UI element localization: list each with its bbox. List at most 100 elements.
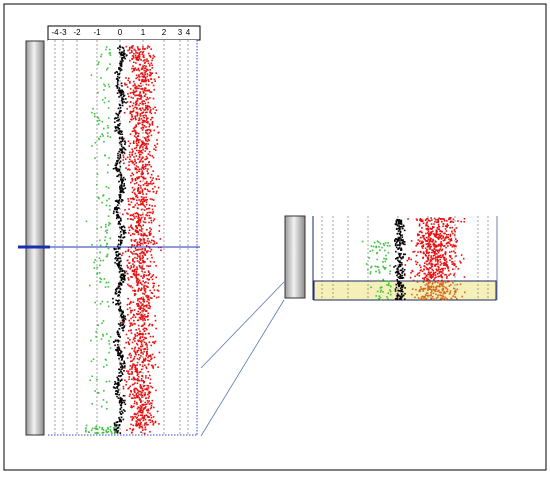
dot [402,224,405,227]
dot [401,225,403,228]
dot [141,123,144,126]
dot [144,261,146,263]
dot [132,260,134,262]
dot [418,264,421,267]
dot [153,242,156,245]
dot [142,338,145,341]
dot [115,349,117,351]
dot [154,420,157,423]
dot [92,358,95,361]
dot [143,121,145,123]
dot [130,96,133,99]
dot [122,176,125,179]
dot [133,261,136,263]
dot [144,401,147,404]
dot [91,111,93,114]
dot [464,291,466,294]
dot [437,263,439,265]
dot [449,220,452,223]
dot [139,336,142,338]
dot [438,234,441,236]
dot [119,354,121,356]
dot [95,183,98,186]
dot [100,278,103,281]
dot [134,230,137,233]
dot [133,156,135,158]
dot [155,296,158,299]
dot [151,124,154,126]
dot [378,271,381,273]
dot [135,196,138,198]
dot [116,257,119,260]
dot [437,294,439,297]
dot [443,220,446,222]
dot [399,243,402,245]
dot [117,255,119,257]
dot [382,261,384,263]
dot [398,247,401,249]
dot [136,260,139,262]
dot [141,374,143,377]
dot [124,84,126,86]
dot [144,89,146,92]
dot [135,420,137,422]
dot [144,80,147,83]
dot [136,212,139,215]
dot [141,78,143,81]
dot [94,115,96,118]
dot [144,59,146,61]
dot [101,428,103,431]
dot [120,397,122,399]
dot [136,424,139,427]
dot [128,395,131,398]
dot [96,173,99,176]
dot [140,407,142,410]
dot [140,307,143,309]
dot [117,263,119,266]
dot [146,58,148,60]
dot [398,254,401,257]
dot [151,239,153,242]
dot [397,218,400,221]
dot [136,194,138,197]
dot [446,297,448,300]
dot [119,257,122,260]
dot [442,269,444,272]
dot [138,161,141,163]
dot [143,242,146,245]
dot [144,357,147,360]
dot [96,378,98,381]
dot [140,409,143,411]
dot [121,59,124,61]
dot [139,145,142,148]
dot [399,234,402,237]
dot [371,249,374,252]
dot [90,429,93,432]
dot [401,234,403,236]
dot [100,338,103,340]
dot [121,321,124,324]
dot [425,292,428,295]
dot [127,283,129,286]
dot [395,246,398,249]
dot [419,240,421,243]
dot [152,156,155,159]
dot [446,236,448,238]
dot [435,236,438,238]
dot [443,259,446,261]
dot [148,341,151,344]
dot [429,260,432,263]
dot [140,59,142,61]
dot [436,296,439,298]
dot [415,218,418,221]
dot [155,72,158,74]
dot [119,412,122,415]
dot [117,123,120,126]
dot [118,162,121,164]
dot [152,422,155,425]
dot [431,274,433,276]
dot [119,195,121,198]
dot [135,50,137,52]
dot [146,285,148,288]
dot [116,331,119,334]
